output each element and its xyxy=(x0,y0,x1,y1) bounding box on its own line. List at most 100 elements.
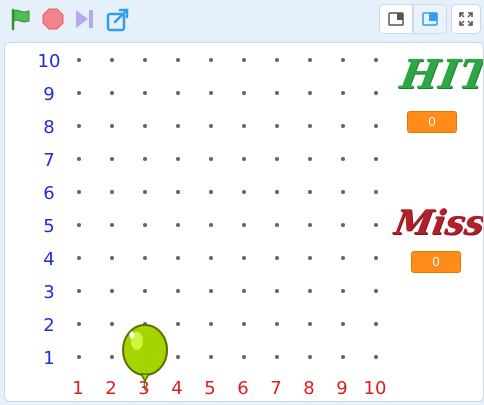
grid-dot xyxy=(209,223,213,227)
grid-dot xyxy=(242,157,246,161)
x-axis-label: 1 xyxy=(72,378,83,399)
grid-dot xyxy=(77,124,81,128)
y-axis-label: 10 xyxy=(38,51,61,72)
turbo-icon[interactable] xyxy=(72,6,98,32)
grid-dot xyxy=(110,355,114,359)
grid-dot xyxy=(110,256,114,260)
grid-dot xyxy=(209,355,213,359)
grid-dot xyxy=(341,190,345,194)
grid-dot xyxy=(308,91,312,95)
grid-dot xyxy=(275,157,279,161)
grid-dot xyxy=(308,58,312,62)
y-axis-label: 7 xyxy=(43,150,54,171)
grid-dot xyxy=(77,256,81,260)
fullscreen-icon[interactable] xyxy=(451,4,481,34)
stop-icon[interactable] xyxy=(40,6,66,32)
grid-dot xyxy=(143,190,147,194)
grid-dot xyxy=(374,124,378,128)
x-axis-label: 3 xyxy=(138,378,149,399)
grid-dot xyxy=(242,190,246,194)
grid-dot xyxy=(110,289,114,293)
grid-dot xyxy=(77,355,81,359)
grid-dot xyxy=(308,256,312,260)
y-axis-label: 9 xyxy=(43,84,54,105)
grid-dot xyxy=(242,289,246,293)
stage[interactable]: 10 9 8 7 6 5 4 3 2 1 1 2 3 4 5 6 7 8 9 10 HIT 0 Miss 0 xyxy=(4,42,484,402)
grid-dot xyxy=(143,157,147,161)
grid-dot xyxy=(275,58,279,62)
grid-dot xyxy=(242,256,246,260)
grid-dot xyxy=(374,256,378,260)
green-flag-icon[interactable] xyxy=(8,6,34,32)
grid-dot xyxy=(209,322,213,326)
x-axis-label: 6 xyxy=(237,378,248,399)
grid-dot xyxy=(143,91,147,95)
grid-dot xyxy=(110,157,114,161)
x-axis-label: 9 xyxy=(336,378,347,399)
grid-dot xyxy=(374,289,378,293)
miss-title: Miss xyxy=(391,203,484,243)
hit-counter: 0 xyxy=(407,111,457,133)
grid-dot xyxy=(209,190,213,194)
grid-dot xyxy=(110,58,114,62)
grid-dot xyxy=(275,124,279,128)
grid-dot xyxy=(275,223,279,227)
grid-dot xyxy=(308,157,312,161)
grid-dot xyxy=(275,256,279,260)
x-axis-label: 10 xyxy=(364,378,387,399)
large-stage-icon[interactable] xyxy=(413,4,447,34)
grid-dot xyxy=(374,91,378,95)
grid-dot xyxy=(341,157,345,161)
grid-dot xyxy=(374,58,378,62)
grid-dot xyxy=(143,58,147,62)
grid-dot xyxy=(209,58,213,62)
grid-dot xyxy=(209,256,213,260)
grid-dot xyxy=(176,256,180,260)
grid-dot xyxy=(176,124,180,128)
grid-dot xyxy=(275,355,279,359)
grid-dot xyxy=(110,223,114,227)
y-axis-label: 3 xyxy=(43,282,54,303)
grid-dot xyxy=(143,256,147,260)
grid-dot xyxy=(143,223,147,227)
grid-dot xyxy=(242,223,246,227)
grid-dot xyxy=(143,289,147,293)
grid-dot xyxy=(341,322,345,326)
grid-dot xyxy=(176,355,180,359)
grid-dot xyxy=(374,322,378,326)
y-axis-label: 1 xyxy=(43,348,54,369)
share-icon[interactable] xyxy=(104,6,132,34)
grid-dot xyxy=(176,223,180,227)
small-stage-icon[interactable] xyxy=(379,4,413,34)
grid-dot xyxy=(176,190,180,194)
grid-dot xyxy=(143,124,147,128)
grid-dot xyxy=(176,58,180,62)
grid-dot xyxy=(275,289,279,293)
grid-dot xyxy=(209,157,213,161)
grid-dot xyxy=(275,190,279,194)
grid-dot xyxy=(341,223,345,227)
grid-dot xyxy=(275,322,279,326)
grid-dot xyxy=(209,91,213,95)
grid-dot xyxy=(77,289,81,293)
balloon-sprite[interactable] xyxy=(122,324,168,392)
grid-dot xyxy=(374,223,378,227)
grid-dot xyxy=(341,91,345,95)
grid-dot xyxy=(110,91,114,95)
y-axis-label: 2 xyxy=(43,315,54,336)
grid-dot xyxy=(77,190,81,194)
y-axis-label: 8 xyxy=(43,117,54,138)
grid-dot xyxy=(77,58,81,62)
toolbar xyxy=(0,0,484,40)
y-axis-label: 5 xyxy=(43,216,54,237)
grid-dot xyxy=(341,256,345,260)
grid-dot xyxy=(275,91,279,95)
grid-dot xyxy=(308,190,312,194)
grid-dot xyxy=(341,355,345,359)
grid-dot xyxy=(176,322,180,326)
grid-dot xyxy=(242,322,246,326)
dot-grid: 10 9 8 7 6 5 4 3 2 1 1 2 3 4 5 6 7 8 9 10 xyxy=(38,51,387,399)
grid-dot xyxy=(341,58,345,62)
grid-dot xyxy=(77,322,81,326)
y-axis-label: 4 xyxy=(43,249,54,270)
